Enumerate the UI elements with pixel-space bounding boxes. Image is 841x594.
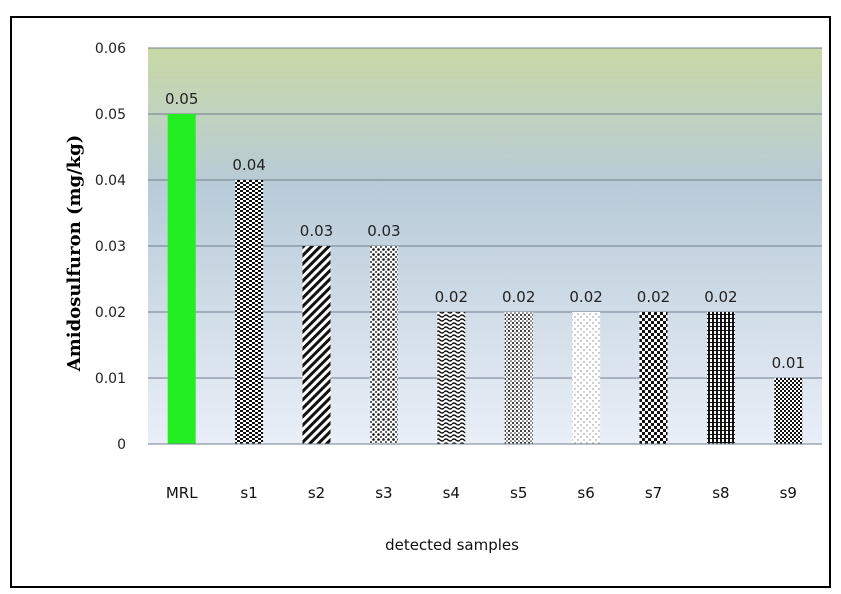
bar-chart: 00.010.020.030.040.050.06 0.050.040.03 0.…	[64, 41, 822, 554]
bar-mrl	[167, 114, 196, 444]
data-label-s8: 0.02	[704, 288, 737, 306]
y-axis-title: Amidosulfuron (mg/kg)	[64, 135, 85, 372]
y-tick-label: 0.04	[95, 173, 126, 189]
category-label-s1: s1	[240, 484, 257, 502]
category-label-s4: s4	[443, 484, 460, 502]
bars	[167, 114, 803, 444]
data-label-s9: 0.01	[772, 354, 805, 372]
y-tick-label: 0	[117, 437, 126, 453]
category-label-s7: s7	[645, 484, 662, 502]
category-label-s2: s2	[308, 484, 325, 502]
y-tick-label: 0.06	[95, 41, 126, 57]
data-label-s5: 0.02	[502, 288, 535, 306]
x-axis-title: detected samples	[385, 536, 519, 554]
category-label-s3: s3	[375, 484, 392, 502]
y-axis-ticks: 0 0.01 0.02 0.03 0.04 0.05 0.06	[95, 41, 126, 453]
bar-s7	[639, 312, 668, 444]
y-tick-label: 0.01	[95, 371, 126, 387]
data-label-s4: 0.02	[435, 288, 468, 306]
x-axis-categories: MRL s1 s2 s3 s4 s5 s6 s7 s8 s9	[166, 484, 797, 502]
y-tick-label: 0.03	[95, 239, 126, 255]
category-label-s5: s5	[510, 484, 527, 502]
bar-s8	[706, 312, 735, 444]
bar-s4	[437, 312, 466, 444]
y-tick-label: 0.05	[95, 107, 126, 123]
bar-s6	[572, 312, 601, 444]
bar-s2	[302, 246, 331, 444]
data-labels: 0.05 0.04 0.03 0.03 0.02 0.02 0.02 0.02 0.02 0.01	[165, 90, 805, 372]
data-label-s7: 0.02	[637, 288, 670, 306]
data-label-s2: 0.03	[300, 222, 333, 240]
chart-frame: 0 0.01 0.02 0.03 0.04 0.05 0.06 0.05 0.04 0.03 0.…	[10, 16, 831, 588]
category-label-s8: s8	[712, 484, 729, 502]
bar-s1	[235, 180, 264, 444]
category-label-s9: s9	[780, 484, 797, 502]
bar-s3	[369, 246, 398, 444]
category-label-s6: s6	[577, 484, 594, 502]
data-label-mrl: 0.05	[165, 90, 198, 108]
data-label-s1: 0.04	[232, 156, 265, 174]
bar-s9	[774, 378, 803, 444]
data-label-s3: 0.03	[367, 222, 400, 240]
y-tick-label: 0.02	[95, 305, 126, 321]
bar-s5	[504, 312, 533, 444]
category-label-mrl: MRL	[166, 484, 198, 502]
data-label-s6: 0.02	[569, 288, 602, 306]
